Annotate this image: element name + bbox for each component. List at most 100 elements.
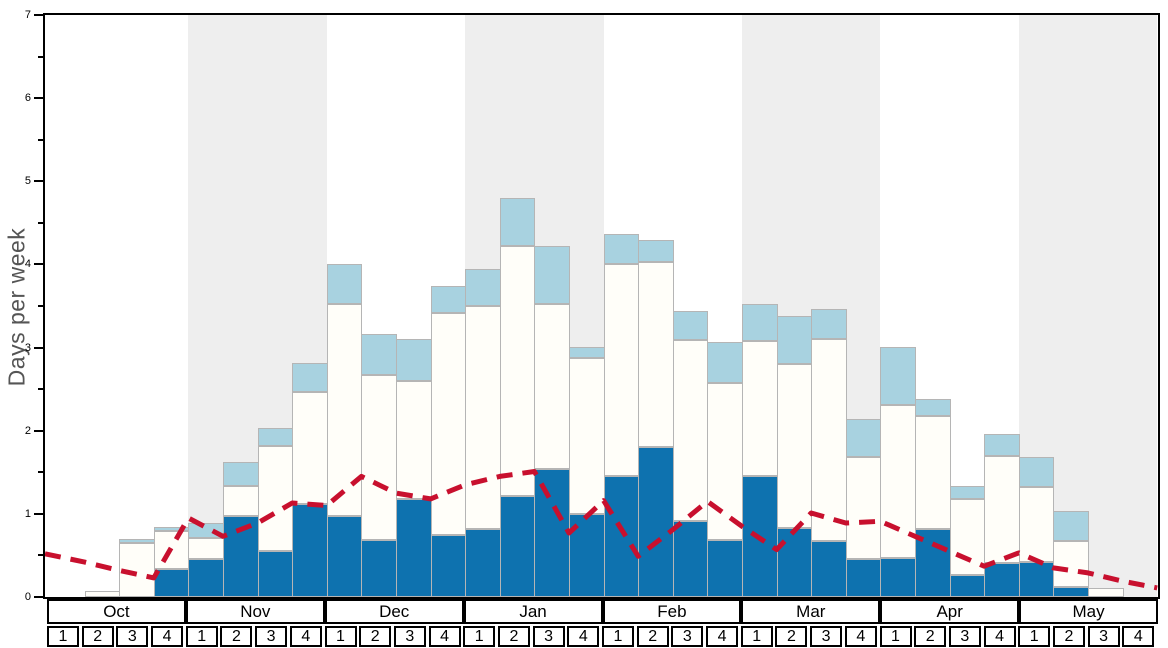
y-axis-minor-tick	[38, 554, 43, 557]
bar-segment-light-blue-days	[915, 399, 951, 416]
bar-segment-white-days	[845, 456, 882, 559]
week-number-cell: 2	[359, 626, 392, 647]
week-number-cell: 4	[983, 626, 1016, 647]
bar-segment-white-days	[949, 498, 986, 576]
week-number-cell: 1	[185, 626, 218, 647]
week-number-cell: 3	[671, 626, 704, 647]
week-number-cell: 3	[393, 626, 426, 647]
bar-segment-dark-blue-days	[326, 516, 363, 597]
week-number-cell: 1	[602, 626, 634, 647]
bar-segment-dark-blue-days	[569, 513, 605, 597]
week-number-cell: 1	[879, 626, 912, 647]
bar-segment-light-blue-days	[984, 434, 1020, 456]
bar-segment-dark-blue-days	[1018, 562, 1055, 597]
month-cell-may: May	[1019, 599, 1158, 624]
week-number-cell: 4	[706, 626, 739, 647]
bar-segment-dark-blue-days	[742, 475, 778, 597]
month-cell-apr: Apr	[880, 599, 1020, 624]
bar-segment-white-days	[361, 375, 397, 541]
bar-segment-light-blue-days	[1053, 510, 1089, 542]
bar-segment-light-blue-days	[361, 334, 397, 376]
bar-segment-white-days	[257, 445, 294, 552]
bar-segment-light-blue-days	[292, 363, 328, 392]
bar-segment-light-blue-days	[707, 341, 743, 383]
y-axis-tick-label: 3	[24, 341, 31, 354]
bar-segment-light-blue-days	[569, 346, 605, 358]
y-axis-tick-label: 1	[24, 507, 31, 520]
week-number-cell: 3	[255, 626, 288, 647]
bar-segment-light-blue-days	[188, 523, 224, 538]
week-number-cell: 4	[289, 626, 322, 647]
week-number-cell: 4	[844, 626, 877, 647]
bar-segment-white-days	[1053, 541, 1089, 588]
y-axis-minor-tick	[38, 221, 43, 224]
y-axis-tick-label: 4	[24, 258, 31, 271]
bar-segment-light-blue-days	[811, 308, 847, 340]
y-axis-title: Days per week	[3, 227, 30, 387]
plot-area	[43, 13, 1160, 599]
bar-segment-dark-blue-days	[292, 503, 328, 597]
week-number-cell: 1	[47, 626, 79, 647]
bar-segment-light-blue-days	[326, 264, 363, 305]
week-number-cell: 1	[740, 626, 773, 647]
week-number-cell: 4	[151, 626, 184, 647]
week-number-cell: 3	[1087, 626, 1120, 647]
bar-segment-light-blue-days	[603, 233, 640, 264]
week-number-cell: 2	[81, 626, 114, 647]
week-number-cell: 1	[463, 626, 496, 647]
bar-segment-light-blue-days	[430, 286, 467, 313]
bar-segment-dark-blue-days	[984, 562, 1020, 597]
month-cell-dec: Dec	[324, 599, 464, 624]
bar-segment-light-blue-days	[638, 239, 674, 262]
bar-segment-dark-blue-days	[153, 568, 190, 597]
bar-segment-dark-blue-days	[430, 534, 467, 597]
bar-segment-white-days	[326, 304, 363, 517]
y-axis-tick-label: 2	[24, 424, 31, 437]
bar-segment-white-days	[811, 339, 847, 542]
bar-segment-dark-blue-days	[949, 575, 986, 597]
bar-segment-dark-blue-days	[638, 446, 674, 597]
bar-segment-light-blue-days	[1018, 457, 1055, 488]
bar-segment-white-days	[84, 591, 121, 597]
bar-segment-dark-blue-days	[188, 558, 224, 597]
month-cell-oct: Oct	[47, 599, 186, 624]
week-number-cell: 2	[775, 626, 808, 647]
bar-segment-white-days	[153, 531, 190, 569]
week-number-cell: 3	[948, 626, 981, 647]
bar-segment-white-days	[292, 391, 328, 504]
week-number-cell: 2	[914, 626, 947, 647]
week-number-cell: 4	[567, 626, 600, 647]
month-band-oct	[50, 15, 189, 597]
bar-segment-light-blue-days	[257, 428, 294, 446]
y-axis-major-tick	[34, 263, 43, 266]
bar-segment-dark-blue-days	[1053, 587, 1089, 597]
bar-segment-dark-blue-days	[223, 516, 259, 597]
bar-segment-white-days	[499, 246, 536, 496]
bar-segment-dark-blue-days	[880, 557, 916, 597]
bar-segment-white-days	[603, 263, 640, 476]
bar-segment-light-blue-days	[672, 311, 709, 341]
y-axis-minor-tick	[38, 305, 43, 307]
y-axis-major-tick	[34, 512, 43, 515]
bar-segment-white-days	[465, 306, 501, 529]
bar-segment-light-blue-days	[534, 246, 570, 305]
bar-segment-dark-blue-days	[465, 528, 501, 597]
y-axis-minor-tick	[38, 388, 43, 391]
bar-segment-white-days	[223, 486, 259, 517]
bar-segment-light-blue-days	[153, 527, 190, 532]
bar-segment-dark-blue-days	[811, 541, 847, 597]
y-axis-tick-label: 7	[24, 9, 31, 21]
bar-segment-light-blue-days	[499, 197, 536, 247]
y-axis-major-tick	[34, 180, 43, 183]
y-axis-major-tick	[34, 429, 43, 432]
y-axis-tick-label: 5	[24, 175, 31, 188]
bar-segment-light-blue-days	[223, 462, 259, 487]
bar-segment-light-blue-days	[742, 304, 778, 341]
bar-segment-dark-blue-days	[672, 521, 709, 597]
bar-segment-dark-blue-days	[396, 498, 432, 597]
bar-segment-dark-blue-days	[603, 475, 640, 597]
bar-segment-white-days	[569, 357, 605, 514]
month-cell-mar: Mar	[741, 599, 881, 624]
